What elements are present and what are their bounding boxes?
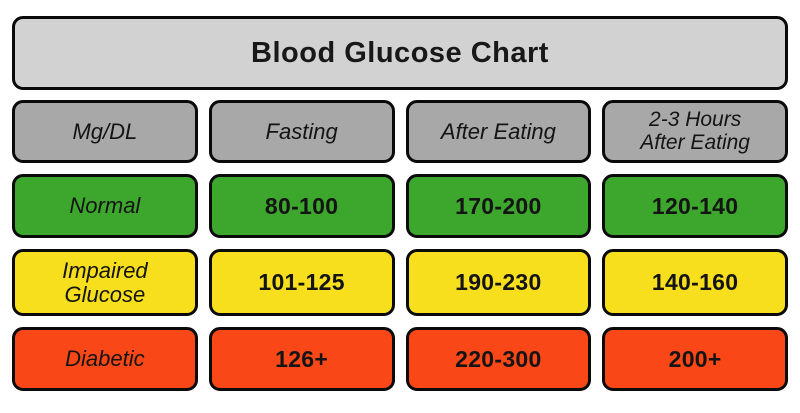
cell-diabetic-2-3-hours: 200+	[602, 327, 788, 391]
header-label-2-3-hours-line1: 2-3 Hours	[649, 107, 742, 131]
header-cell-after-eating: After Eating	[405, 100, 592, 163]
value-impaired-after-eating: 190-230	[455, 269, 542, 296]
header-label-after-eating: After Eating	[440, 118, 556, 144]
row-label-normal: Normal	[12, 174, 198, 238]
value-normal-2-3-hours: 120-140	[651, 192, 739, 219]
chart-title: Blood Glucose Chart	[251, 36, 549, 69]
cell-normal-fasting: 80-100	[208, 174, 395, 238]
cell-normal-after-eating: 170-200	[405, 174, 592, 238]
cell-normal-2-3-hours: 120-140	[602, 174, 788, 238]
row-label-normal-text: Normal	[69, 193, 141, 219]
header-label-mgdl: Mg/DL	[72, 118, 138, 144]
cell-diabetic-after-eating: 220-300	[405, 327, 592, 391]
value-diabetic-after-eating: 220-300	[455, 345, 542, 372]
header-cell-mgdl: Mg/DL	[12, 100, 198, 163]
row-label-impaired-line1: Impaired	[62, 257, 148, 283]
cell-impaired-after-eating: 190-230	[405, 249, 592, 316]
row-label-diabetic: Diabetic	[12, 327, 198, 391]
cell-diabetic-fasting: 126+	[208, 327, 395, 391]
value-impaired-fasting: 101-125	[258, 269, 345, 296]
value-normal-fasting: 80-100	[264, 192, 339, 219]
cell-impaired-2-3-hours: 140-160	[602, 249, 788, 316]
value-diabetic-fasting: 126+	[275, 345, 329, 372]
header-cell-fasting: Fasting	[208, 100, 395, 163]
value-diabetic-2-3-hours: 200+	[668, 345, 722, 372]
value-normal-after-eating: 170-200	[455, 192, 542, 219]
row-label-impaired-line2: Glucose	[64, 281, 146, 307]
row-label-impaired-glucose: Impaired Glucose	[12, 249, 198, 316]
row-label-diabetic-text: Diabetic	[65, 346, 145, 372]
value-impaired-2-3-hours: 140-160	[651, 269, 739, 296]
header-cell-2-3-hours-after-eating: 2-3 Hours After Eating	[602, 100, 788, 163]
cell-impaired-fasting: 101-125	[208, 249, 395, 316]
chart-title-bar: Blood Glucose Chart	[12, 16, 788, 90]
header-label-2-3-hours-line2: After Eating	[640, 130, 750, 154]
chart-grid: Mg/DL Fasting After Eating 2-3 Hours Aft…	[12, 100, 788, 391]
header-label-fasting: Fasting	[265, 118, 338, 144]
